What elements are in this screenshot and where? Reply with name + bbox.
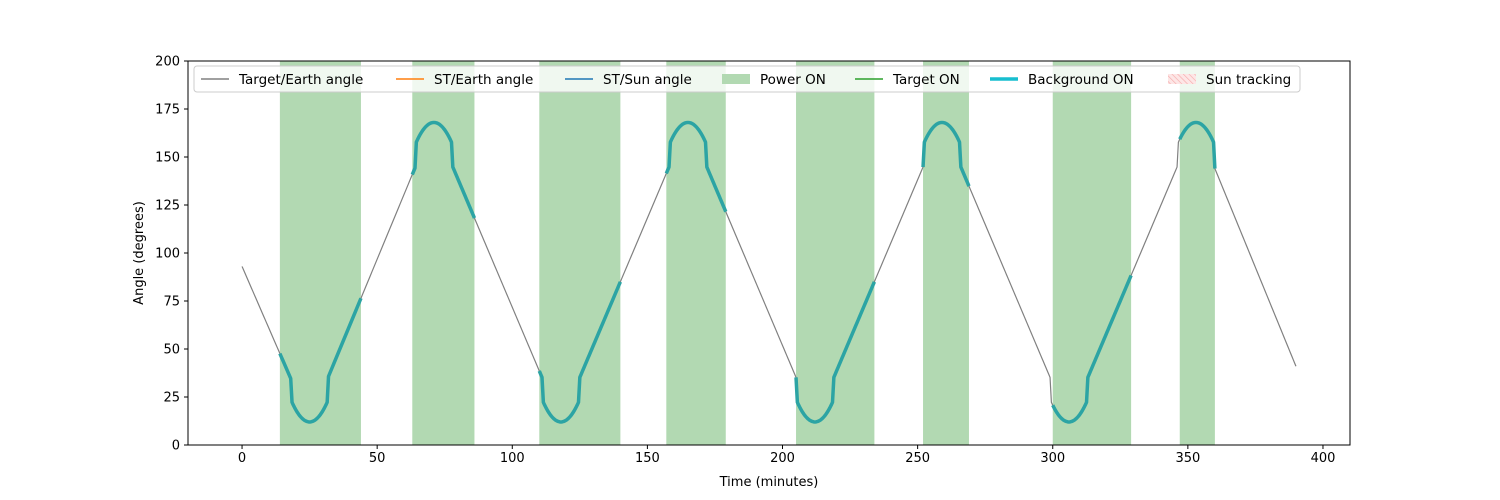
legend-label-power-on: Power ON — [760, 72, 826, 88]
y-tick-label: 175 — [155, 103, 180, 118]
power-on-span-6 — [923, 61, 969, 445]
legend-label-target-earth-angle: Target/Earth angle — [238, 72, 363, 88]
x-axis-ticks: 0 50 100 150 200 250 300 350 400 — [238, 445, 1335, 466]
background-on-segment-5 — [794, 281, 877, 424]
background-on-segment-2 — [410, 120, 477, 219]
x-axis-label: Time (minutes) — [719, 475, 819, 490]
x-tick-label: 300 — [1040, 451, 1065, 466]
y-tick-label: 200 — [155, 55, 180, 70]
target-earth-angle-line — [241, 121, 1297, 423]
y-tick-label: 25 — [163, 391, 180, 406]
y-tick-label: 50 — [163, 343, 180, 358]
power-on-span-2 — [412, 61, 475, 445]
legend-label-sun-tracking: Sun tracking — [1206, 72, 1291, 88]
background-on-segment-8 — [1178, 120, 1217, 169]
x-tick-label: 250 — [905, 451, 930, 466]
power-on-span-4 — [666, 61, 726, 445]
x-tick-label: 400 — [1311, 451, 1336, 466]
y-axis-ticks: 0 25 50 75 100 125 150 175 200 — [155, 55, 188, 454]
legend-label-st-sun-angle: ST/Sun angle — [603, 72, 692, 88]
x-tick-label: 350 — [1175, 451, 1200, 466]
legend-label-background-on: Background ON — [1028, 72, 1134, 88]
angle-lines — [241, 120, 1297, 424]
power-on-span-5 — [796, 61, 875, 445]
legend-swatch-sun-tracking — [1168, 74, 1196, 84]
x-tick-label: 50 — [369, 451, 386, 466]
power-on-span-7 — [1052, 61, 1132, 445]
x-tick-label: 200 — [770, 451, 795, 466]
y-tick-label: 0 — [172, 439, 180, 454]
legend: Target/Earth angle ST/Earth angle ST/Sun a… — [193, 65, 1301, 93]
background-on-segment-4 — [664, 120, 728, 213]
legend-label-st-earth-angle: ST/Earth angle — [434, 72, 533, 88]
power-on-spans — [279, 61, 1215, 445]
y-tick-label: 75 — [163, 295, 180, 310]
background-on-segment-1 — [278, 297, 363, 424]
y-tick-label: 150 — [155, 151, 180, 166]
power-on-span-1 — [279, 61, 361, 445]
background-on-segment-7 — [1051, 274, 1133, 424]
y-tick-label: 100 — [155, 247, 180, 262]
background-on-segment-6 — [921, 120, 971, 187]
legend-swatch-power-on — [722, 74, 750, 84]
plot-frame — [187, 60, 1351, 446]
x-tick-label: 0 — [238, 451, 246, 466]
x-tick-label: 100 — [500, 451, 525, 466]
x-tick-label: 150 — [635, 451, 660, 466]
power-on-span-8 — [1179, 61, 1215, 445]
background-on-segment-3 — [537, 281, 622, 424]
legend-label-target-on: Target ON — [892, 72, 960, 88]
y-axis-label: Angle (degrees) — [132, 201, 147, 305]
y-tick-label: 125 — [155, 199, 180, 214]
